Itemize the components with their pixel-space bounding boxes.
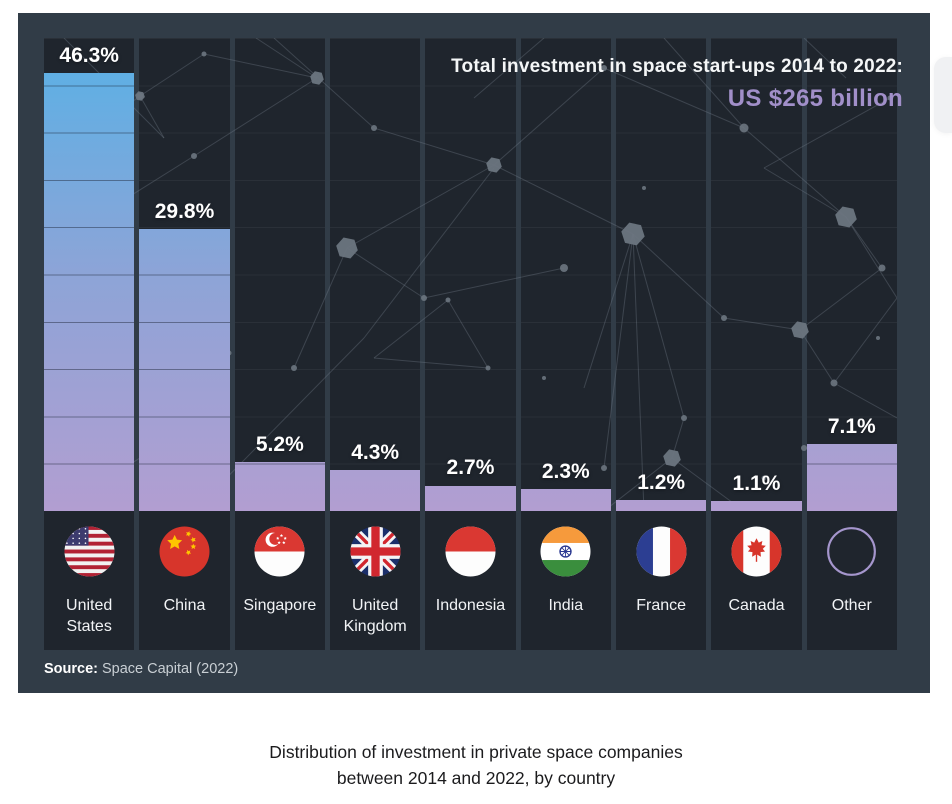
column-indonesia: 2.7% Indonesia [425,38,516,650]
bar-united-states [44,73,135,511]
bar-canada [711,500,802,511]
value-label-united-states: 46.3% [59,44,119,68]
other-circle-icon [826,526,877,577]
bar-india [520,489,611,511]
value-label-china: 29.8% [154,200,215,224]
value-label-united-kingdom: 4.3% [351,441,400,465]
country-label-singapore: Singapore [243,597,317,614]
country-label-united-kingdom: United Kingdom [343,597,407,635]
canada-flag-icon [731,526,782,577]
uk-flag-icon [350,526,401,577]
figure-caption: Distribution of investment in private sp… [0,739,952,791]
country-label-canada: Canada [728,597,785,614]
bar-other [806,443,897,511]
value-label-india: 2.3% [541,460,590,484]
value-label-other: 7.1% [827,414,876,438]
column-united-kingdom: 4.3% United Kingdom [329,38,421,650]
source-line: Source: Space Capital (2022) [44,661,238,677]
country-label-india: India [548,597,584,614]
china-flag-icon [159,526,210,577]
caption-line-1: Distribution of investment in private sp… [269,742,683,762]
bar-united-kingdom [329,470,421,511]
column-other: 7.1% Other [806,38,898,650]
chart-title-block: Total investment in space start-ups 2014… [451,56,903,113]
chart-title: Total investment in space start-ups 2014… [451,56,903,77]
total-investment-value: US $265 billion [727,85,903,112]
bar-chart: 46.3% United States 29.8% China 5.2% Singapo… [44,38,898,650]
source-prefix: Source: [44,661,98,677]
column-canada: 1.1% Canada [711,38,802,650]
chart-panel: 46.3% United States 29.8% China 5.2% Singapo… [18,13,930,693]
column-china: 29.8% China [139,38,230,650]
france-flag-icon [636,526,687,577]
indonesia-flag-icon [445,526,496,577]
bar-france [615,499,707,511]
country-label-france: France [636,597,687,614]
column-india: 2.3% India [520,38,612,650]
cut-off-side-button[interactable] [934,57,952,133]
column-france: 1.2% France [615,38,707,650]
us-flag-icon [64,526,115,577]
country-label-other: Other [831,597,872,614]
singapore-flag-icon [254,526,305,577]
caption-line-2: between 2014 and 2022, by country [336,768,616,788]
country-label-indonesia: Indonesia [435,597,506,614]
column-united-states: 46.3% United States [44,38,135,650]
country-label-china: China [163,597,206,614]
column-singapore: 5.2% Singapore [234,38,326,650]
value-label-singapore: 5.2% [255,432,304,456]
bar-singapore [234,461,325,511]
source-text: Space Capital (2022) [102,661,239,677]
bar-indonesia [425,485,516,511]
bar-china [139,229,230,511]
country-label-united-states: United States [66,597,113,635]
india-flag-icon [540,526,591,577]
value-label-france: 1.2% [637,470,686,494]
value-label-indonesia: 2.7% [446,456,495,480]
value-label-canada: 1.1% [732,471,781,495]
